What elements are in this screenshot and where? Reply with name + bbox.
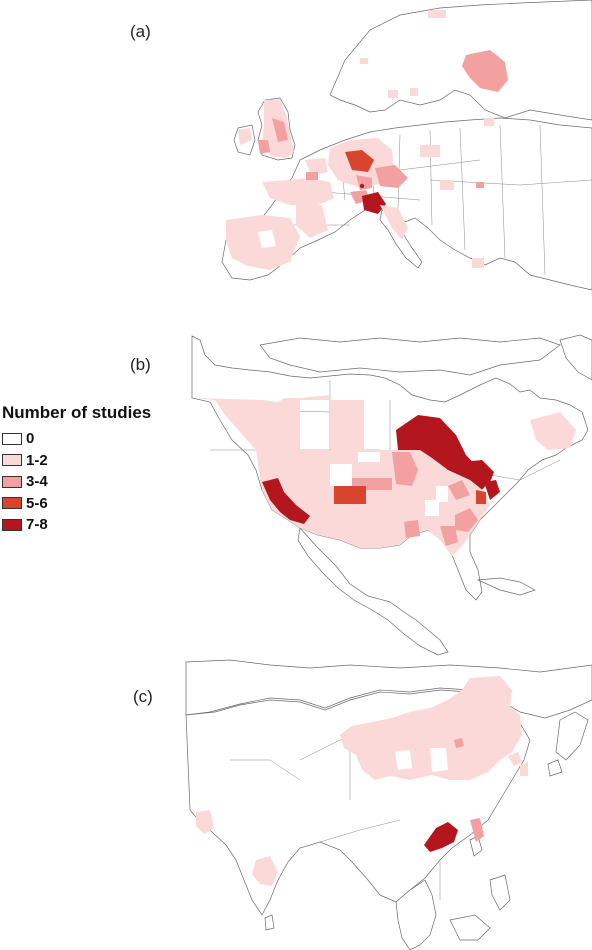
legend-swatch-3-4 (2, 475, 22, 488)
legend-title: Number of studies (2, 403, 152, 422)
legend-label-0: 0 (26, 430, 35, 448)
panel-label-c: (c) (133, 687, 153, 706)
legend-label-1-2: 1-2 (26, 451, 48, 469)
legend-item-3-4: 3-4 (2, 471, 151, 493)
legend-swatch-7-8 (2, 518, 22, 531)
legend-swatch-1-2 (2, 454, 22, 467)
north-america-map (191, 334, 592, 656)
legend-label-3-4: 3-4 (26, 473, 48, 491)
legend: Number of studies 0 1-2 3-4 5-6 7-8 (2, 403, 151, 536)
legend-item-0: 0 (2, 428, 151, 450)
legend-item-5-6: 5-6 (2, 493, 151, 515)
legend-label-5-6: 5-6 (26, 494, 48, 512)
panel-label-b: (b) (130, 355, 151, 374)
legend-item-1-2: 1-2 (2, 450, 151, 472)
panel-label-a: (a) (130, 22, 151, 41)
legend-swatch-0 (2, 432, 22, 445)
legend-item-7-8: 7-8 (2, 514, 151, 536)
legend-swatch-5-6 (2, 497, 22, 510)
europe-map (221, 0, 592, 291)
legend-label-7-8: 7-8 (26, 516, 48, 534)
asia-map (185, 659, 592, 950)
